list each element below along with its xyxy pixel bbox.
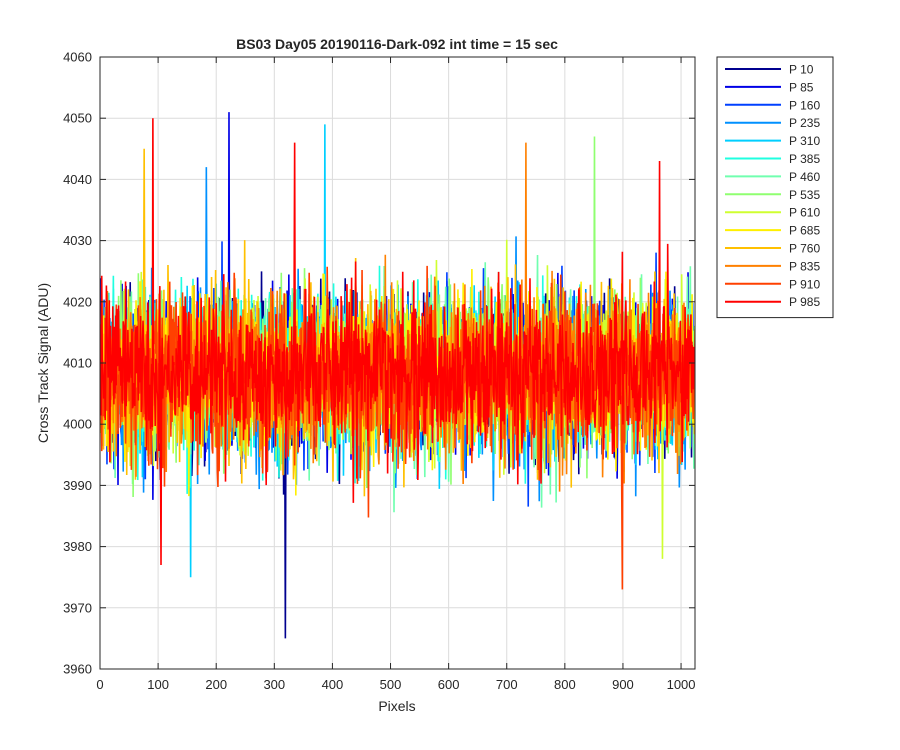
x-tick-label: 0	[96, 677, 103, 692]
y-tick-label: 3960	[63, 662, 92, 677]
axis-ticks: 0 100 200 300 400 500 600 700 800 900 1000 3960 3970…	[63, 50, 695, 693]
x-tick-label: 900	[612, 677, 634, 692]
legend-entry: P 910	[789, 277, 820, 291]
x-tick-label: 600	[438, 677, 460, 692]
y-tick-label: 4010	[63, 356, 92, 371]
x-tick-label: 500	[380, 677, 402, 692]
x-axis-label: Pixels	[378, 698, 415, 714]
legend-entry: P 835	[789, 259, 820, 273]
y-tick-label: 4020	[63, 294, 92, 309]
x-tick-label: 200	[205, 677, 227, 692]
legend-entry: P 535	[789, 188, 820, 202]
y-tick-label: 3980	[63, 539, 92, 554]
legend-entry: P 685	[789, 224, 820, 238]
y-tick-label: 4030	[63, 233, 92, 248]
legend-entry: P 760	[789, 242, 820, 256]
x-tick-label: 300	[263, 677, 285, 692]
series-layer	[100, 112, 695, 639]
legend: P 10 P 85 P 160 P 235 P 310 P 385 P 460 P 535 P …	[716, 56, 834, 319]
x-tick-label: 100	[147, 677, 169, 692]
y-tick-label: 3970	[63, 600, 92, 615]
legend-entry: P 160	[789, 98, 820, 112]
legend-entry: P 85	[789, 80, 814, 94]
y-tick-label: 4060	[63, 50, 92, 65]
y-tick-label: 3990	[63, 478, 92, 493]
x-tick-label: 1000	[667, 677, 696, 692]
legend-box	[716, 56, 834, 319]
y-tick-label: 4040	[63, 172, 92, 187]
legend-entry: P 310	[789, 134, 820, 148]
legend-entry: P 385	[789, 152, 820, 166]
legend-entry: P 460	[789, 170, 820, 184]
x-tick-label: 700	[496, 677, 518, 692]
y-tick-label: 4000	[63, 417, 92, 432]
series-line-p985	[100, 118, 695, 565]
legend-entry: P 610	[789, 206, 820, 220]
x-tick-label: 800	[554, 677, 576, 692]
legend-entry: P 985	[789, 295, 820, 309]
y-axis-label: Cross Track Signal (ADU)	[35, 283, 51, 443]
chart-title: BS03 Day05 20190116-Dark-092 int time = …	[236, 36, 558, 52]
legend-entry: P 10	[789, 63, 814, 77]
y-tick-label: 4050	[63, 111, 92, 126]
x-tick-label: 400	[322, 677, 344, 692]
legend-entry: P 235	[789, 116, 820, 130]
